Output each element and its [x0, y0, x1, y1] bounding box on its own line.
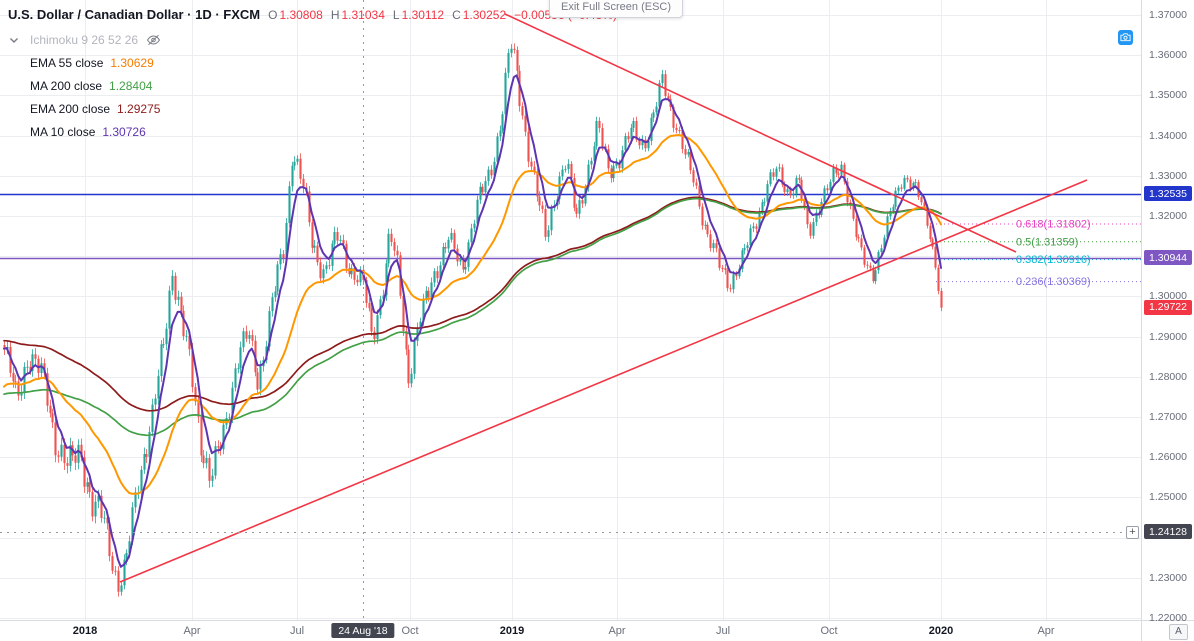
ohlc-label: H: [330, 8, 340, 22]
price-tick-label: 1.29000: [1149, 330, 1187, 343]
ohlc-values: O 1.30808 H 1.31034 L 1.30112 C 1.30252: [260, 6, 506, 24]
fib-level-label: 0.618(1.31802): [1016, 219, 1091, 231]
time-tick-label: Jul: [289, 625, 305, 637]
indicator-value: 1.30726: [102, 124, 146, 139]
indicator-value: 1.30629: [110, 55, 154, 70]
legend-row-ma200[interactable]: MA 200 close 1.28404: [8, 74, 161, 97]
ohlc-value: 1.30808: [279, 8, 323, 22]
price-tick-label: 1.27000: [1149, 411, 1187, 423]
visibility-hidden-eye-icon[interactable]: [146, 34, 161, 46]
time-tick-label: Jul: [715, 625, 731, 637]
time-tick-label: Oct: [820, 625, 838, 637]
price-tick-label: 1.36000: [1149, 49, 1187, 62]
ohlc-label: L: [392, 8, 400, 22]
ohlc-value: 1.30112: [401, 8, 445, 22]
price-tick-label: 1.25000: [1149, 491, 1187, 504]
ma10-line[interactable]: [3, 74, 942, 568]
axis-corner: A: [1141, 620, 1194, 641]
price-tick-label: 1.33000: [1149, 169, 1187, 182]
indicator-label: MA 200 close: [30, 78, 103, 93]
price-chart-svg[interactable]: 0.618(1.31802) 0.5(1.31359) 0.382(1.30916)…: [0, 0, 1141, 620]
fib-level-label: 0.5(1.31359): [1016, 236, 1078, 248]
down-candle-bodies[interactable]: [3, 48, 943, 592]
price-tick-label: 1.30000: [1149, 290, 1187, 303]
indicator-legend: Ichimoku 9 26 52 26 EMA 55 close 1.30629 MA…: [8, 28, 161, 143]
price-axis[interactable]: 1.37000 1.36000 1.35000 1.34000 1.33000 1.320…: [1141, 0, 1194, 624]
exit-fullscreen-tooltip: Exit Full Screen (ESC): [549, 0, 684, 18]
collapse-legend-chevron-icon[interactable]: [8, 34, 30, 46]
trendline-ascending-support[interactable]: [119, 179, 1088, 583]
add-alert-plus-button[interactable]: +: [1126, 526, 1139, 539]
price-tick-label: 1.37000: [1149, 9, 1187, 21]
trendline-descending-resistance[interactable]: [504, 13, 1017, 253]
price-tick-label: 1.35000: [1149, 89, 1187, 102]
price-tick-label: 1.23000: [1149, 571, 1187, 584]
symbol-title[interactable]: U.S. Dollar / Canadian Dollar · 1D · FXC…: [8, 7, 261, 22]
indicator-label: MA 10 close: [30, 124, 96, 139]
indicator-value: 1.28404: [109, 78, 153, 93]
ohlc-value: 1.31034: [341, 8, 385, 22]
camera-icon: [1120, 32, 1131, 43]
camera-snapshot-button[interactable]: [1118, 30, 1133, 45]
time-tick-label: Apr: [183, 625, 201, 637]
crosshair-price-badge: 1.24128: [1144, 524, 1192, 540]
time-tick-label: 2018: [72, 625, 98, 637]
legend-row-ema55[interactable]: EMA 55 close 1.30629: [8, 51, 161, 74]
crosshair-date-badge: 24 Aug '18: [331, 623, 395, 638]
price-tick-label: 1.32000: [1149, 210, 1187, 222]
ohlc-label: O: [268, 8, 278, 22]
time-tick-label: Apr: [1037, 625, 1055, 637]
time-axis[interactable]: 2018 Apr Jul Oct 2019 Apr Jul Oct 2020 Apr 24 Aug …: [0, 620, 1141, 641]
adjust-button[interactable]: A: [1169, 624, 1188, 640]
last-price-badge: 1.29722: [1144, 299, 1192, 315]
price-tick-label: 1.28000: [1149, 370, 1187, 383]
legend-row-ma10[interactable]: MA 10 close 1.30726: [8, 120, 161, 143]
indicator-value: 1.29275: [117, 101, 161, 116]
legend-row-ichimoku[interactable]: Ichimoku 9 26 52 26: [8, 28, 161, 51]
time-tick-label: Apr: [608, 625, 626, 637]
price-tick-label: 1.34000: [1149, 129, 1187, 142]
fib-level-label: 0.236(1.30369): [1016, 276, 1091, 288]
ema55-line[interactable]: [3, 134, 942, 495]
legend-row-ema200[interactable]: EMA 200 close 1.29275: [8, 97, 161, 120]
indicator-label: EMA 55 close: [30, 55, 104, 70]
ray-price-badge: 1.30944: [1144, 250, 1192, 266]
indicator-label: Ichimoku 9 26 52 26: [30, 32, 139, 47]
price-tick-label: 1.26000: [1149, 451, 1187, 464]
time-tick-label: 2020: [928, 625, 954, 637]
ohlc-label: C: [452, 8, 461, 22]
fib-level-label: 0.382(1.30916): [1016, 254, 1091, 266]
price-tick-label: 1.22000: [1149, 612, 1187, 624]
time-tick-label: 2019: [499, 625, 525, 637]
time-tick-label: Oct: [401, 625, 419, 637]
chart-area[interactable]: 0.618(1.31802) 0.5(1.31359) 0.382(1.30916)…: [0, 0, 1141, 620]
ray-price-badge: 1.32535: [1144, 186, 1192, 202]
ohlc-value: 1.30252: [462, 8, 507, 22]
ma200-line[interactable]: [3, 197, 942, 437]
chart-header: U.S. Dollar / Canadian Dollar · 1D · FXC…: [8, 6, 617, 24]
grid-lines: [0, 0, 1141, 620]
indicator-label: EMA 200 close: [30, 101, 111, 116]
